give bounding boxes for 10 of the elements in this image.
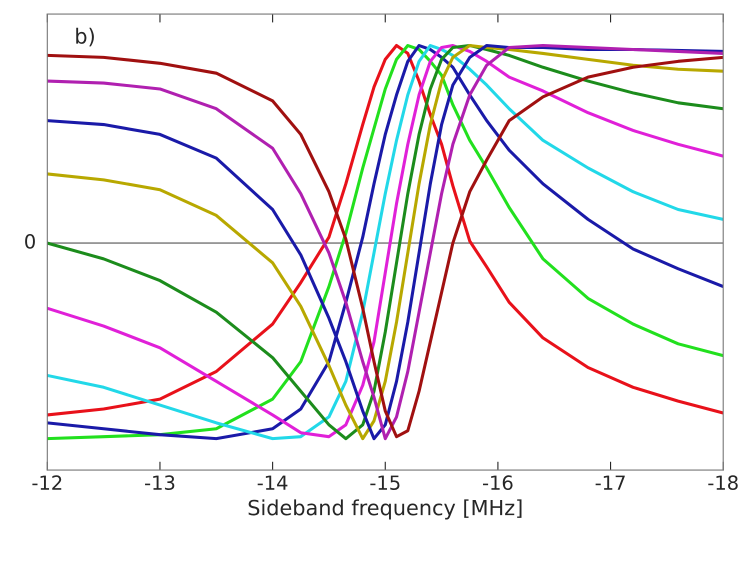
x-tick-label: -14 [258, 476, 288, 490]
ref-line-label: 0 [25, 234, 35, 249]
annotation: b) [76, 28, 94, 46]
x-tick-label: -13 [145, 475, 174, 490]
x-tick-label: -12 [32, 475, 62, 490]
x-tick-label: -18 [708, 475, 738, 490]
x-tick-label: -17 [596, 476, 625, 490]
x-axis-title: Sideband frequency [MHz] [248, 499, 522, 520]
x-tick-label: -15 [370, 476, 400, 490]
x-tick-label: -16 [482, 475, 513, 490]
